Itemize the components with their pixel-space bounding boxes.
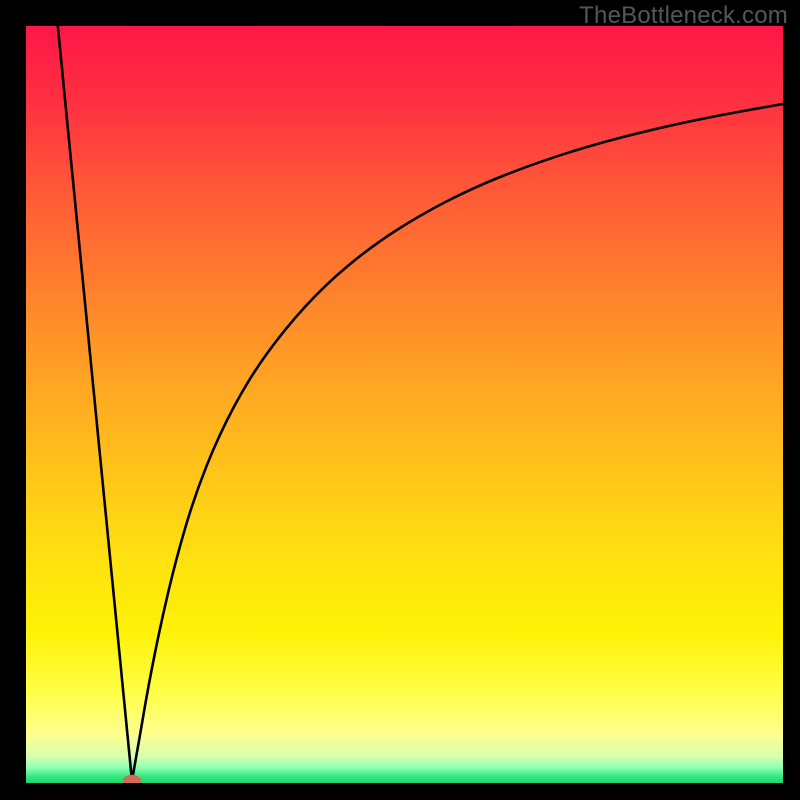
plot-area [26,26,783,783]
chart-svg [26,26,783,783]
chart-frame: TheBottleneck.com [0,0,800,800]
watermark-text: TheBottleneck.com [579,2,788,30]
gradient-background [26,26,783,783]
